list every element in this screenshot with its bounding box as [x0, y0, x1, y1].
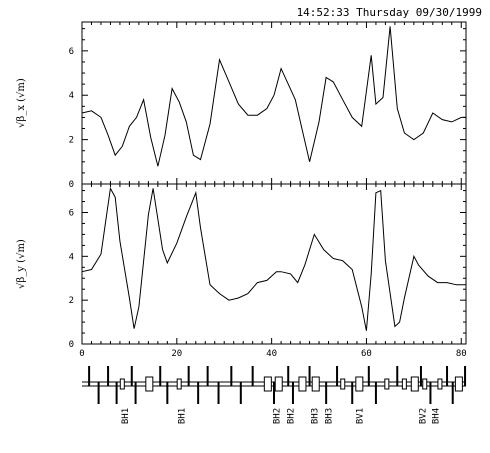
- dipole-magnet: [454, 376, 463, 392]
- beta-y-xtick-label: 60: [361, 349, 372, 359]
- beta-y-ytick-label: 6: [69, 208, 74, 218]
- beta-x-ytick-label: 0: [69, 180, 74, 190]
- corrector-magnet: [437, 378, 443, 390]
- beta-x-ytick-label: 2: [69, 136, 74, 146]
- magnet-label: BV1: [355, 408, 365, 424]
- magnet-label: BH2: [273, 408, 283, 424]
- dipole-magnet: [263, 376, 272, 392]
- magnet-label: BH1: [178, 408, 188, 424]
- lattice-diagram: BH1 BH1 BH2 BH2 BH3 BH3 BV1 BV2 BH4: [82, 366, 467, 424]
- corrector-magnet: [176, 378, 182, 390]
- beta-y-ylabel: √β_y (√m): [16, 239, 27, 289]
- dipole-magnet: [274, 376, 283, 392]
- corrector-magnet: [401, 378, 407, 390]
- beta-y-ytick-label: 2: [69, 296, 74, 306]
- timestamp: 14:52:33 Thursday 09/30/1999: [296, 6, 482, 19]
- beta-y-xtick-label: 0: [79, 349, 84, 359]
- corrector-magnet: [384, 378, 390, 390]
- dipole-magnet: [410, 376, 419, 392]
- magnet-label: BH2: [287, 408, 297, 424]
- beta-y-ytick-label: 4: [69, 252, 74, 262]
- beta-y-series-line: [81, 186, 466, 331]
- magnet-label: BV2: [419, 408, 429, 424]
- beta-y-xtick-label: 40: [266, 349, 277, 359]
- beta-x-frame: [81, 21, 467, 185]
- corrector-magnet: [119, 378, 125, 390]
- magnet-label: BH4: [431, 408, 441, 424]
- beta-y-xtick-label: 20: [171, 349, 182, 359]
- beta-y-frame: [81, 183, 467, 345]
- beta-x-panel: 0 2 4 6 √β_x (√m): [16, 21, 467, 190]
- corrector-magnet: [422, 378, 428, 390]
- dipole-magnet: [145, 376, 154, 392]
- beta-y-ytick-label: 0: [69, 340, 74, 350]
- beta-x-ylabel: √β_x (√m): [16, 78, 27, 128]
- magnet-label: BH3: [325, 408, 335, 424]
- dipole-magnet: [298, 376, 307, 392]
- beta-y-xtick-label: 80: [456, 349, 467, 359]
- magnet-label: BH3: [310, 408, 320, 424]
- dipole-magnet: [311, 376, 320, 392]
- beta-x-series-line: [81, 26, 466, 167]
- corrector-magnet: [340, 378, 346, 390]
- beta-x-ytick-label: 4: [69, 91, 74, 101]
- dipole-magnet: [355, 376, 364, 392]
- magnet-label: BH1: [121, 408, 131, 424]
- beta-x-ytick-label: 6: [69, 47, 74, 57]
